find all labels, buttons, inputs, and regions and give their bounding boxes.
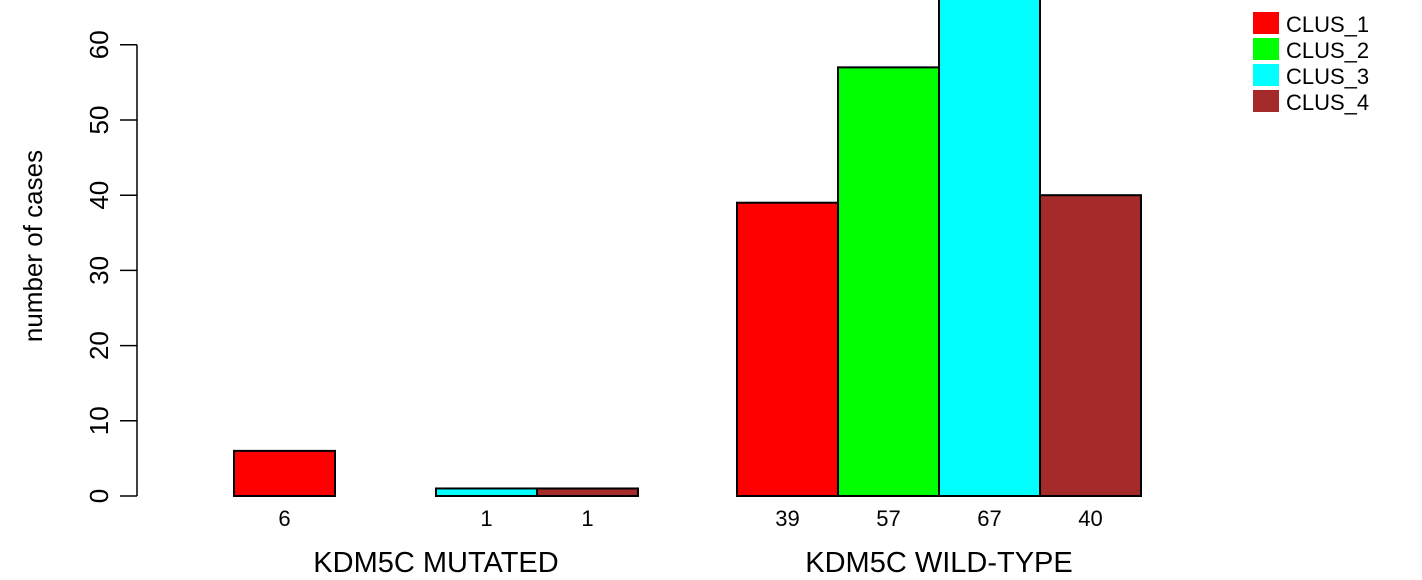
bar-clus_4-1 — [536, 487, 639, 498]
bar-value-label: 1 — [581, 506, 593, 531]
legend-label: CLUS_2 — [1286, 38, 1369, 63]
y-tick-label: 50 — [84, 106, 114, 135]
bar-value-label: 57 — [876, 506, 900, 531]
y-tick-label: 10 — [84, 406, 114, 435]
y-tick-label: 40 — [84, 181, 114, 210]
y-tick-label: 20 — [84, 331, 114, 360]
bar-value-label: 39 — [775, 506, 799, 531]
bar-clus_4-2 — [1039, 194, 1142, 497]
y-axis: 0 10 20 30 40 50 60 — [84, 30, 138, 503]
y-tick-label: 0 — [84, 489, 114, 503]
legend-label: CLUS_3 — [1286, 64, 1369, 89]
y-tick-label: 30 — [84, 256, 114, 285]
legend-swatch-clus_4 — [1253, 90, 1279, 112]
bar-value-label: 6 — [278, 506, 290, 531]
group-label: KDM5C WILD-TYPE — [805, 547, 1072, 579]
bar-clus_1-2 — [736, 201, 839, 497]
legend-swatch-clus_2 — [1253, 38, 1279, 60]
bar-value-label: 1 — [480, 506, 492, 531]
group-labels: KDM5C MUTATED KDM5C WILD-TYPE — [313, 547, 1072, 579]
bar-clus_2-2 — [837, 66, 940, 498]
legend-label: CLUS_1 — [1286, 12, 1369, 37]
bar-value-label: 67 — [977, 506, 1001, 531]
y-axis-label: number of cases — [18, 150, 48, 342]
legend-swatch-clus_1 — [1253, 12, 1279, 34]
legend-label: CLUS_4 — [1286, 90, 1369, 115]
y-tick-label: 60 — [84, 30, 114, 59]
bar-value-labels: 6 1 1 39 57 67 40 — [278, 506, 1102, 531]
bar-clus_3-1 — [435, 487, 538, 498]
group-label: KDM5C MUTATED — [313, 547, 558, 579]
bar-value-label: 40 — [1078, 506, 1102, 531]
bars — [233, 0, 1142, 498]
legend-swatch-clus_3 — [1253, 64, 1279, 86]
bar-clus_3-2 — [938, 0, 1041, 497]
bar-clus_1-1 — [233, 449, 336, 498]
